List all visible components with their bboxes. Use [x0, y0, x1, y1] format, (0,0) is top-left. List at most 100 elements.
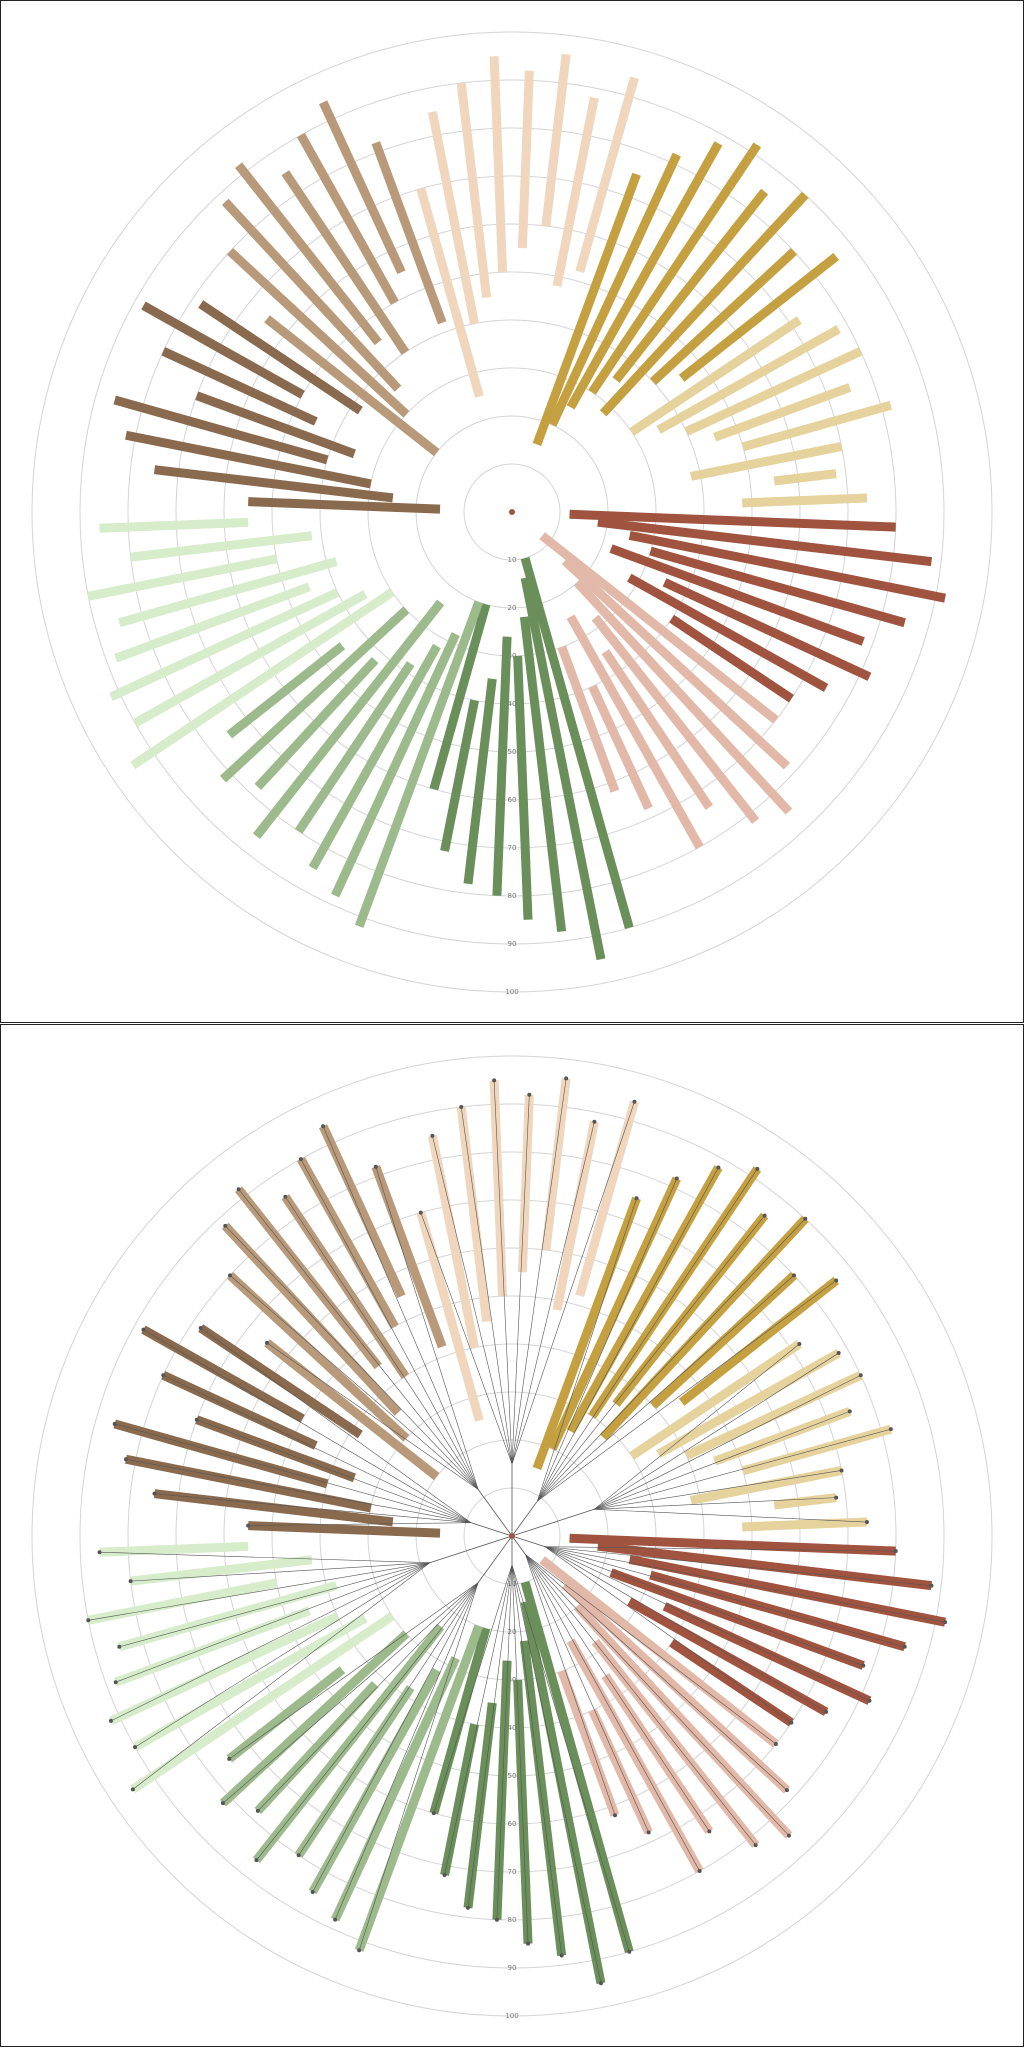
life-bar	[684, 347, 863, 436]
life-bar	[132, 1614, 368, 1752]
life-bar	[252, 599, 445, 839]
tree-link	[433, 1564, 513, 1814]
tree-link	[225, 1225, 479, 1490]
tree-node	[492, 1078, 497, 1083]
tree-node	[634, 1196, 639, 1201]
tree-link	[544, 1546, 932, 1586]
tree-link	[143, 1329, 472, 1523]
life-bar	[662, 1602, 872, 1705]
life-bar	[601, 649, 714, 810]
tree-link	[544, 1546, 946, 1623]
life-bar	[520, 1580, 634, 1954]
tree-link	[593, 1343, 800, 1510]
life-bar	[440, 699, 479, 852]
life-bar	[99, 517, 249, 533]
life-bar	[517, 70, 534, 249]
tree-node	[867, 1698, 872, 1703]
tree-link	[594, 1509, 867, 1523]
tree-link	[322, 1126, 479, 1490]
tree-link	[229, 1582, 479, 1760]
r-tick-label: 20	[508, 1628, 517, 1636]
tree-node	[465, 1905, 470, 1910]
life-bar	[492, 636, 512, 896]
tree-link	[238, 1189, 479, 1490]
tree-link	[266, 1342, 479, 1490]
life-bar	[548, 152, 681, 427]
life-bar	[226, 642, 346, 739]
tree-trunk	[511, 1508, 595, 1537]
ring	[463, 463, 561, 561]
life-bar	[569, 1533, 896, 1556]
ring	[127, 1151, 897, 1921]
tree-link	[525, 1554, 710, 1832]
life-bar	[331, 1656, 460, 1922]
tree-link	[163, 1374, 472, 1523]
life-bar	[281, 170, 410, 355]
life-bar	[656, 325, 841, 434]
tree-link	[196, 1419, 472, 1523]
tree-node	[357, 1948, 362, 1953]
life-bar	[429, 1627, 491, 1815]
life-bar	[628, 530, 946, 603]
life-bar	[198, 1324, 363, 1439]
tree-node	[791, 1273, 796, 1278]
tree-link	[496, 1564, 513, 1920]
life-bar	[226, 1666, 346, 1763]
life-bar	[248, 1521, 441, 1538]
tree-node	[236, 1187, 241, 1192]
life-bar	[198, 300, 363, 415]
life-bar	[371, 141, 447, 325]
r-tick-label: 60	[508, 1820, 517, 1828]
tree-node	[902, 1644, 907, 1649]
life-bar	[690, 442, 843, 481]
life-bar	[109, 588, 340, 701]
tree-node	[254, 1858, 259, 1863]
life-bar	[130, 1555, 313, 1586]
tree-link	[229, 1275, 479, 1490]
life-bar	[573, 579, 793, 815]
tree-link	[154, 1493, 471, 1523]
ring	[271, 271, 753, 753]
life-bar	[195, 391, 356, 459]
tree-node	[674, 1176, 679, 1181]
tree-link	[525, 1554, 649, 1833]
tree-node	[283, 1194, 288, 1199]
tree-trunk	[470, 1522, 513, 1537]
life-bar	[573, 1603, 793, 1839]
life-bar	[552, 1120, 599, 1311]
life-bar	[308, 643, 441, 871]
tree-node	[943, 1620, 948, 1625]
life-bar	[669, 1638, 794, 1727]
life-bar	[113, 395, 329, 465]
tree-node	[430, 1133, 435, 1138]
tree-link	[257, 1582, 479, 1812]
tree-node	[864, 1520, 869, 1525]
life-bar	[742, 1517, 868, 1532]
tree-node	[133, 1745, 138, 1750]
life-bar	[130, 588, 395, 770]
tree-node	[298, 1157, 303, 1162]
tree-node	[113, 1680, 118, 1685]
life-bar	[609, 544, 865, 646]
life-bar	[87, 554, 278, 601]
r-tick-label: 60	[508, 796, 517, 804]
tree-link	[130, 1562, 430, 1582]
life-bar	[627, 573, 829, 692]
ring	[31, 31, 993, 993]
tree-node	[716, 1165, 721, 1170]
tree-node	[861, 1663, 866, 1668]
tree-link	[525, 1554, 790, 1836]
life-bar	[541, 53, 571, 227]
tree-node	[632, 1099, 637, 1104]
life-bar	[456, 1106, 492, 1323]
life-bar	[557, 1669, 620, 1817]
tree-link	[525, 1554, 788, 1791]
life-bar	[296, 132, 399, 305]
tree-node	[373, 1164, 378, 1169]
tree-node	[839, 1468, 844, 1473]
tree-node	[592, 1119, 597, 1124]
life-bar	[354, 600, 483, 928]
tree-trunk	[477, 1489, 513, 1537]
r-tick-label: 10	[508, 556, 517, 564]
tree-node	[858, 1373, 863, 1378]
